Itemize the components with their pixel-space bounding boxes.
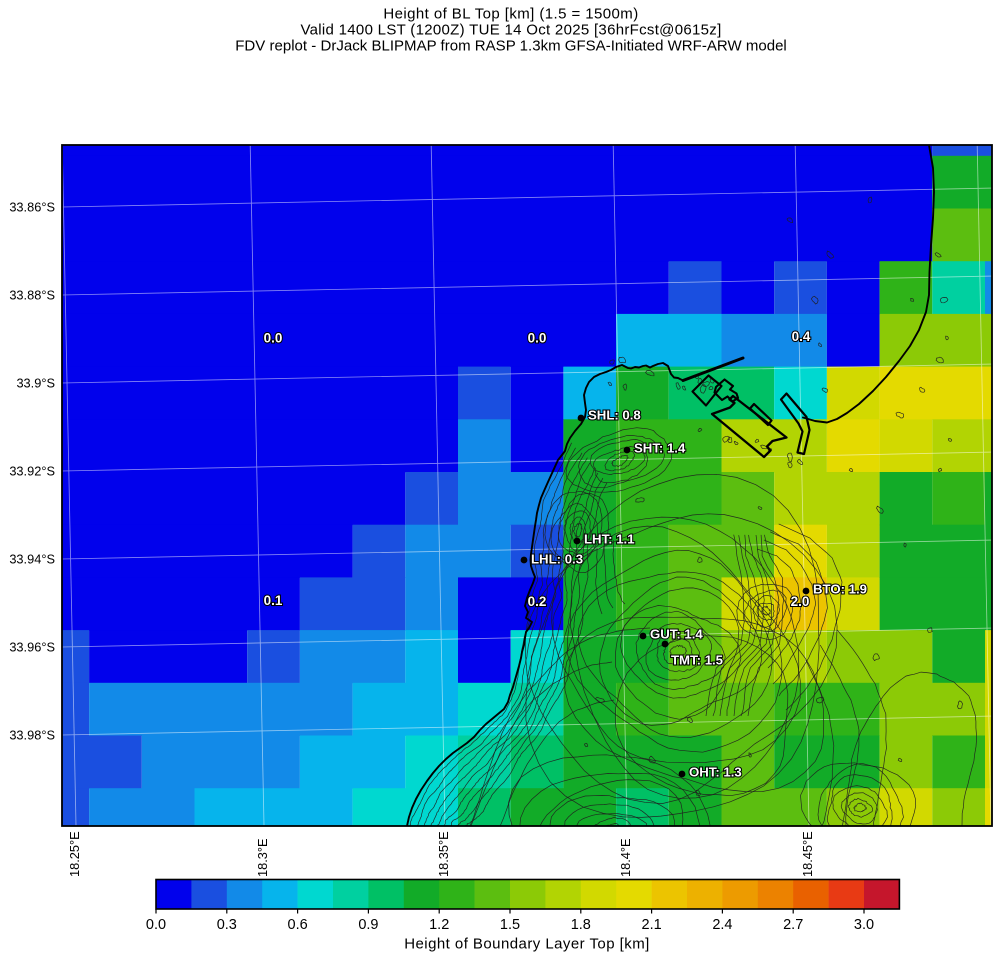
svg-text:0.0: 0.0 [528,331,547,346]
svg-text:LHT: 1.1: LHT: 1.1 [584,532,635,547]
svg-text:33.96°S: 33.96°S [9,640,55,655]
svg-text:1.2: 1.2 [429,917,449,933]
svg-text:33.9°S: 33.9°S [16,376,55,391]
svg-text:2.7: 2.7 [783,917,803,933]
svg-text:18.45°E: 18.45°E [800,831,815,877]
svg-text:0.2: 0.2 [528,594,547,609]
svg-text:2.1: 2.1 [642,917,662,933]
svg-text:2.4: 2.4 [712,917,732,933]
svg-text:33.98°S: 33.98°S [9,728,55,743]
svg-text:Height of BL Top [km] (1.5 = 1: Height of BL Top [km] (1.5 = 1500m) [383,6,638,23]
svg-text:0.0: 0.0 [264,331,283,346]
svg-text:0.4: 0.4 [792,329,811,344]
svg-text:TMT: 1.5: TMT: 1.5 [671,653,723,668]
svg-text:33.92°S: 33.92°S [9,464,55,479]
svg-text:18.3°E: 18.3°E [255,838,270,877]
svg-text:0.6: 0.6 [288,917,308,933]
svg-text:0.9: 0.9 [358,917,378,933]
svg-text:BTO: 1.9: BTO: 1.9 [813,582,867,597]
svg-text:33.94°S: 33.94°S [9,552,55,567]
svg-text:Height of Boundary Layer Top [: Height of Boundary Layer Top [km] [404,936,650,953]
svg-text:GUT: 1.4: GUT: 1.4 [650,627,703,642]
svg-text:1.5: 1.5 [500,917,520,933]
svg-text:0.3: 0.3 [217,917,237,933]
svg-text:18.4°E: 18.4°E [618,838,633,877]
svg-text:33.86°S: 33.86°S [9,200,55,215]
svg-text:FDV replot - DrJack BLIPMAP fr: FDV replot - DrJack BLIPMAP from RASP 1.… [235,38,787,55]
svg-text:SHL: 0.8: SHL: 0.8 [588,408,641,423]
svg-text:33.88°S: 33.88°S [9,288,55,303]
svg-text:2.0: 2.0 [791,594,810,609]
svg-text:OHT: 1.3: OHT: 1.3 [689,765,742,780]
svg-text:18.35°E: 18.35°E [436,831,451,877]
svg-text:1.8: 1.8 [571,917,591,933]
svg-text:SHT: 1.4: SHT: 1.4 [634,441,686,456]
svg-text:0.0: 0.0 [146,917,166,933]
svg-text:0.1: 0.1 [264,593,283,608]
svg-text:3.0: 3.0 [854,917,874,933]
svg-text:18.25°E: 18.25°E [67,831,82,877]
svg-text:Valid 1400 LST (1200Z) TUE 14: Valid 1400 LST (1200Z) TUE 14 Oct 2025 [… [300,22,721,39]
svg-text:LHL: 0.3: LHL: 0.3 [531,552,583,567]
